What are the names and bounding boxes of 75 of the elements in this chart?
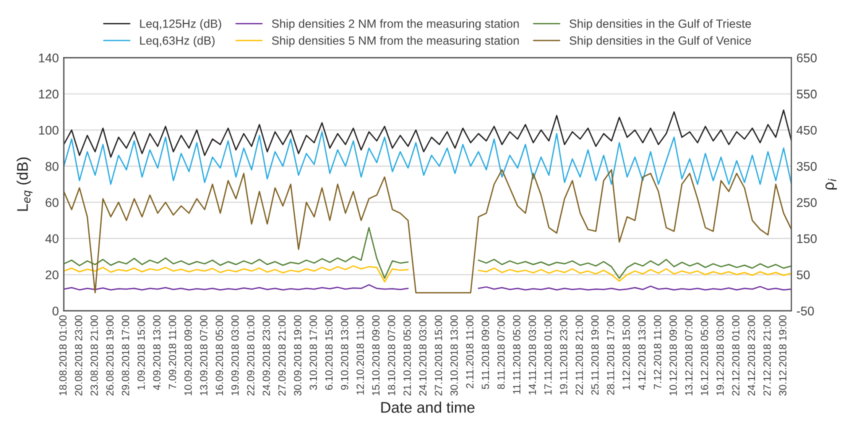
x-tick-label: 27.12.2018 21:00 bbox=[763, 315, 771, 396]
y2-axis-title: ρ$_{i}$ bbox=[825, 178, 837, 190]
x-tick-label: 27.09.2018 21:00 bbox=[278, 315, 286, 396]
legend-label: Ship densities in the Gulf of Trieste bbox=[570, 19, 751, 30]
x-tick-label: 16.09.2018 05:00 bbox=[216, 315, 224, 396]
x-tick-label: 8.11.2018 07:00 bbox=[497, 315, 505, 390]
x-tick-label: 1.09.2018 15:00 bbox=[137, 315, 145, 390]
x-tick-label: 20.08.2018 23:00 bbox=[74, 315, 82, 396]
x-tick-label: 13.09.2018 07:00 bbox=[200, 315, 208, 396]
x-tick-label: 24.12.2018 23:00 bbox=[748, 315, 756, 396]
x-tick-label: 17.11.2018 01:00 bbox=[544, 315, 552, 394]
x-tick-label: 7.12.2018 11:00 bbox=[654, 315, 662, 389]
y2-tick-label: 150 bbox=[797, 234, 817, 244]
legend-label: Ship densities in the Gulf of Venice bbox=[570, 36, 751, 48]
x-tick-label: 18.10.2018 07:00 bbox=[388, 315, 396, 396]
y2-tick-label: 450 bbox=[796, 126, 817, 135]
x-tick-label: 7.09.2018 11:00 bbox=[168, 315, 176, 389]
x-tick-label: 9.10.2018 13:00 bbox=[340, 315, 348, 390]
x-tick-label: 19.11.2018 23:00 bbox=[560, 315, 568, 394]
y-tick-label: 140 bbox=[39, 54, 58, 62]
legend-label: Ship densities 5 NM from the measuring station bbox=[272, 36, 519, 48]
x-tick-label: 13.12.2018 07:00 bbox=[685, 315, 693, 396]
x-tick-label: 19.12.2018 03:00 bbox=[716, 315, 724, 396]
x-tick-label: 18.08.2018 01:00 bbox=[59, 315, 67, 396]
legend-label: Leq,63Hz (dB) bbox=[140, 36, 215, 48]
line-series bbox=[64, 169, 792, 294]
x-axis-title: Date and time bbox=[381, 402, 475, 413]
x-tick-label: 24.10.2018 03:00 bbox=[419, 315, 427, 396]
y2-tick-label: 250 bbox=[796, 198, 817, 207]
y-tick-label: 120 bbox=[39, 90, 58, 99]
x-tick-label: 28.11.2018 17:00 bbox=[606, 315, 614, 395]
x-tick-label: 30.10.2018 13:00 bbox=[450, 315, 458, 396]
x-tick-label: 6.10.2018 15:00 bbox=[325, 315, 333, 390]
x-tick-label: 2.11.2018 11:00 bbox=[466, 315, 474, 388]
line-series bbox=[64, 110, 792, 158]
x-tick-label: 15.10.2018 09:00 bbox=[372, 315, 380, 396]
x-tick-label: 4.09.2018 13:00 bbox=[153, 315, 161, 390]
x-tick-label: 12.10.2018 11:00 bbox=[356, 315, 364, 394]
line-series bbox=[64, 131, 792, 185]
x-tick-label: 26.08.2018 19:00 bbox=[106, 315, 114, 396]
y-tick-label: 60 bbox=[46, 198, 58, 207]
x-tick-label: 23.08.2018 21:00 bbox=[90, 315, 98, 396]
y-tick-label: 40 bbox=[45, 234, 58, 244]
x-tick-label: 25.11.2018 19:00 bbox=[591, 315, 599, 395]
x-tick-label: 3.10.2018 17:00 bbox=[310, 315, 317, 390]
x-tick-label: 21.10.2018 05:00 bbox=[403, 315, 411, 396]
y2-tick-label: 550 bbox=[796, 90, 817, 99]
y2-tick-label: 650 bbox=[796, 54, 817, 62]
legend-label: Ship densities 2 NM from the measuring station bbox=[272, 19, 519, 30]
x-tick-label: 22.09.2018 01:00 bbox=[247, 315, 254, 396]
x-tick-label: 16.12.2018 05:00 bbox=[700, 315, 708, 396]
x-tick-label: 4.12.2018 13:00 bbox=[638, 315, 646, 390]
x-tick-label: 30.09.2018 19:00 bbox=[294, 315, 302, 396]
y2-tick-label: 50 bbox=[796, 270, 810, 280]
x-tick-label: 24.09.2018 23:00 bbox=[262, 315, 270, 396]
x-tick-label: 19.09.2018 03:00 bbox=[231, 315, 239, 396]
x-tick-label: 30.12.2018 19:00 bbox=[779, 315, 786, 396]
x-tick-label: 11.11.2018 05:00 bbox=[513, 315, 520, 394]
x-tick-label: 14.11.2018 03:00 bbox=[528, 315, 536, 394]
y-tick-label: 80 bbox=[46, 162, 58, 171]
y-tick-label: 0 bbox=[52, 306, 58, 316]
x-tick-label: 27.10.2018 15:00 bbox=[434, 315, 442, 396]
x-tick-label: 22.11.2018 21:00 bbox=[576, 315, 583, 395]
y2-tick-label: -50 bbox=[796, 306, 814, 316]
y-tick-label: 100 bbox=[39, 126, 58, 135]
y-tick-label: 20 bbox=[46, 270, 58, 280]
legend-label: Leq,125Hz (dB) bbox=[140, 19, 222, 30]
x-tick-label: 10.09.2018 09:00 bbox=[184, 315, 192, 396]
y2-tick-label: 350 bbox=[796, 162, 817, 171]
x-tick-label: 22.12.2018 01:00 bbox=[732, 315, 740, 396]
y-axis-title: L$_{eq}$ (dB) bbox=[16, 157, 32, 211]
x-tick-label: 10.12.2018 09:00 bbox=[669, 315, 677, 396]
x-tick-label: 29.08.2018 17:00 bbox=[122, 315, 130, 396]
x-tick-label: 1.12.2018 15:00 bbox=[622, 315, 630, 390]
x-tick-label: 5.11.2018 09:00 bbox=[482, 315, 490, 390]
